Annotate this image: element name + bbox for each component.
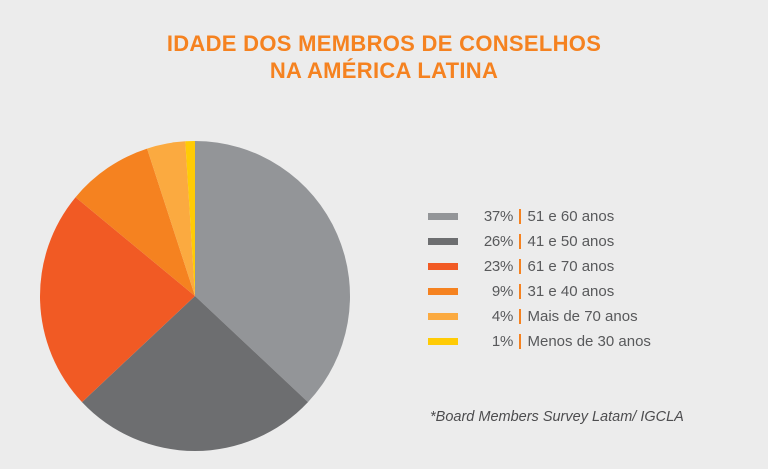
legend-item: 37% 51 e 60 anos (428, 204, 651, 229)
legend-percent: 26% (483, 233, 513, 250)
legend-item: 1% Menos de 30 anos (428, 329, 651, 354)
chart-title-line-1: IDADE DOS MEMBROS DE CONSELHOS (166, 31, 602, 56)
source-note: *Board Members Survey Latam/ IGCLA (430, 409, 684, 425)
pie-slice-41-e-50-anos (82, 296, 308, 451)
legend-separator (519, 259, 521, 274)
legend-item: 26% 41 e 50 anos (428, 229, 651, 254)
legend: 37% 51 e 60 anos 26% 41 e 50 anos 23% 61… (428, 204, 651, 354)
pie-slice-51-e-60-anos (195, 141, 350, 403)
pie-slice-menos-de-30-anos (185, 141, 195, 296)
legend-percent: 23% (483, 258, 513, 275)
legend-percent: 1% (491, 333, 513, 350)
legend-separator (519, 309, 521, 324)
legend-item: 4% Mais de 70 anos (428, 304, 651, 329)
legend-percent: 9% (491, 283, 513, 300)
legend-swatch (428, 288, 458, 295)
legend-separator (519, 284, 521, 299)
legend-percent: 4% (491, 308, 513, 325)
legend-label: 31 e 40 anos (527, 283, 615, 300)
legend-label: Menos de 30 anos (527, 333, 651, 350)
legend-percent: 37% (483, 208, 513, 225)
legend-item: 23% 61 e 70 anos (428, 254, 651, 279)
legend-label: Mais de 70 anos (527, 308, 638, 325)
chart-title: IDADE DOS MEMBROS DE CONSELHOS NA AMÉRIC… (0, 30, 768, 84)
pie-slice-31-e-40-anos (75, 148, 195, 296)
legend-separator (519, 209, 521, 224)
pie-slice-mais-de-70-anos (147, 141, 195, 296)
legend-swatch (428, 338, 458, 345)
legend-item: 9% 31 e 40 anos (428, 279, 651, 304)
legend-swatch (428, 313, 458, 320)
legend-label: 61 e 70 anos (527, 258, 615, 275)
legend-swatch (428, 263, 458, 270)
chart-title-line-2: NA AMÉRICA LATINA (269, 58, 499, 83)
legend-label: 41 e 50 anos (527, 233, 615, 250)
legend-separator (519, 234, 521, 249)
legend-swatch (428, 213, 458, 220)
legend-separator (519, 334, 521, 349)
legend-label: 51 e 60 anos (527, 208, 615, 225)
legend-swatch (428, 238, 458, 245)
pie-slice-61-e-70-anos (40, 197, 195, 403)
